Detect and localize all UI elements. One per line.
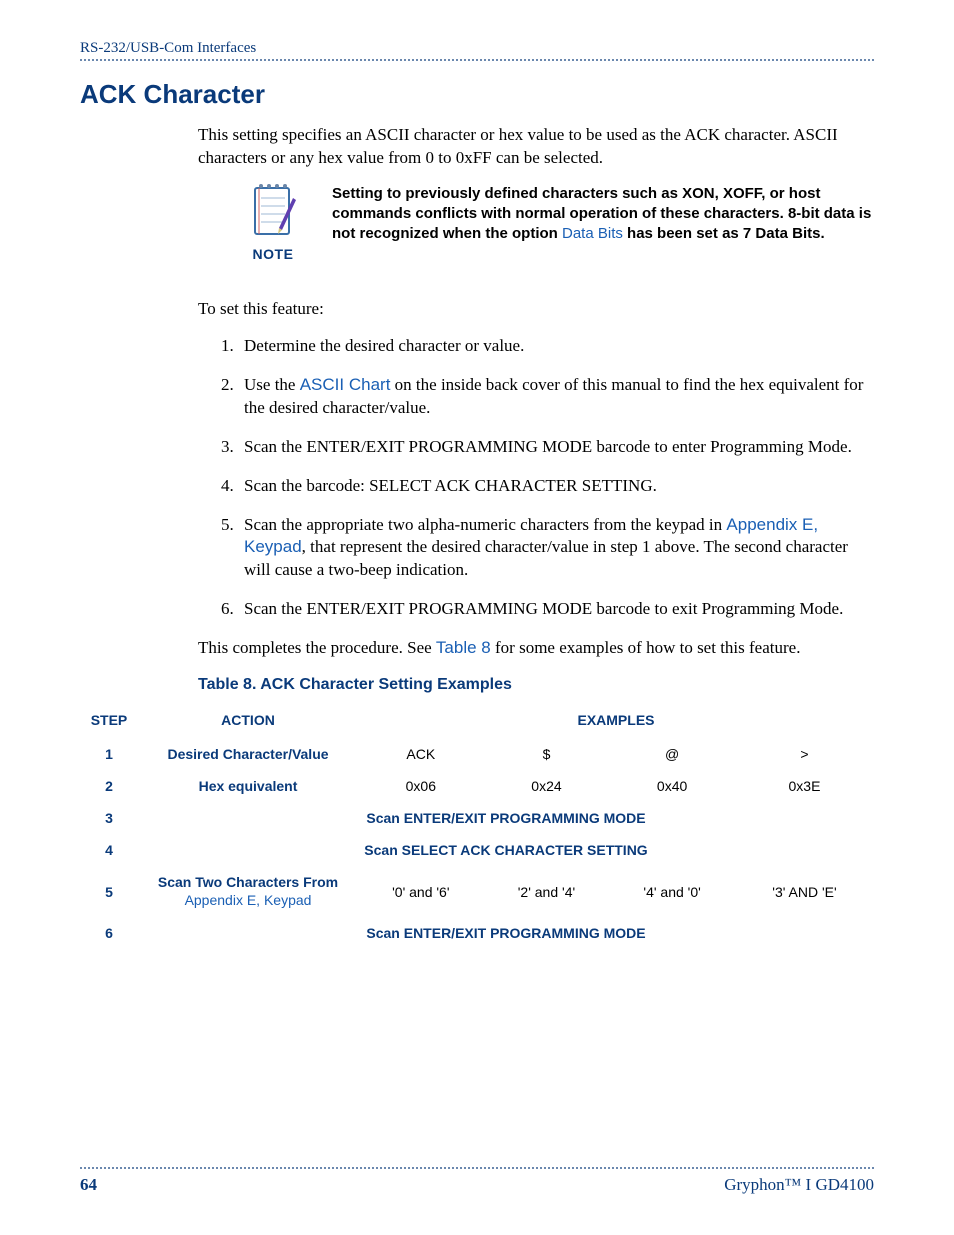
closing-a: This completes the procedure. See bbox=[198, 638, 436, 657]
running-header: RS-232/USB-Com Interfaces bbox=[80, 40, 874, 57]
lead-paragraph: To set this feature: bbox=[198, 298, 874, 321]
cell-step: 5 bbox=[80, 866, 138, 917]
closing-b: for some examples of how to set this fea… bbox=[491, 638, 801, 657]
table-head-row: STEP ACTION EXAMPLES bbox=[80, 706, 874, 738]
appendix-e-link-2[interactable]: Appendix E, Keypad bbox=[185, 892, 312, 908]
footer-row: 64 Gryphon™ I GD4100 bbox=[80, 1175, 874, 1195]
cell-step: 3 bbox=[80, 802, 138, 834]
table-row: 6 Scan ENTER/EXIT PROGRAMMING MODE bbox=[80, 917, 874, 949]
footer-rule bbox=[80, 1167, 874, 1169]
header-rule bbox=[80, 59, 874, 61]
cell-step: 4 bbox=[80, 834, 138, 866]
cell-span: Scan ENTER/EXIT PROGRAMMING MODE bbox=[138, 802, 874, 834]
product-name: Gryphon™ I GD4100 bbox=[724, 1175, 874, 1195]
table-caption: Table 8. ACK Character Setting Examples bbox=[198, 676, 874, 694]
footer: 64 Gryphon™ I GD4100 bbox=[80, 1167, 874, 1195]
step-5: Scan the appropriate two alpha-numeric c… bbox=[238, 514, 874, 583]
page-number: 64 bbox=[80, 1175, 97, 1195]
step-6: Scan the ENTER/EXIT PROGRAMMING MODE bar… bbox=[238, 598, 874, 621]
note-label: NOTE bbox=[253, 246, 294, 262]
note-text-after: has been set as 7 Data Bits. bbox=[623, 225, 825, 242]
cell-span: Scan SELECT ACK CHARACTER SETTING bbox=[138, 834, 874, 866]
note-icon-column: NOTE bbox=[238, 184, 308, 262]
cell-action: Scan Two Characters From Appendix E, Key… bbox=[138, 866, 358, 917]
table-row: 5 Scan Two Characters From Appendix E, K… bbox=[80, 866, 874, 917]
r5-action-a: Scan Two Characters From bbox=[158, 874, 338, 890]
cell-action: Hex equivalent bbox=[138, 770, 358, 802]
notepad-icon bbox=[249, 184, 297, 240]
cell: '3' AND 'E' bbox=[735, 866, 874, 917]
cell: 0x06 bbox=[358, 770, 484, 802]
cell: $ bbox=[484, 738, 610, 770]
th-action: ACTION bbox=[138, 706, 358, 738]
step-1: Determine the desired character or value… bbox=[238, 335, 874, 358]
table-row: 4 Scan SELECT ACK CHARACTER SETTING bbox=[80, 834, 874, 866]
note-block: NOTE Setting to previously defined chara… bbox=[238, 184, 874, 262]
cell-span: Scan ENTER/EXIT PROGRAMMING MODE bbox=[138, 917, 874, 949]
section-title: ACK Character bbox=[80, 79, 874, 110]
table-row: 3 Scan ENTER/EXIT PROGRAMMING MODE bbox=[80, 802, 874, 834]
cell: 0x3E bbox=[735, 770, 874, 802]
note-text: Setting to previously defined characters… bbox=[332, 184, 874, 245]
step-5b: , that represent the desired character/v… bbox=[244, 537, 848, 579]
steps-list: Determine the desired character or value… bbox=[238, 335, 874, 621]
table-8-link[interactable]: Table 8 bbox=[436, 638, 491, 657]
step-2: Use the ASCII Chart on the inside back c… bbox=[238, 374, 874, 420]
cell-step: 1 bbox=[80, 738, 138, 770]
intro-paragraph: This setting specifies an ASCII characte… bbox=[198, 124, 874, 170]
cell: 0x24 bbox=[484, 770, 610, 802]
th-step: STEP bbox=[80, 706, 138, 738]
cell: '0' and '6' bbox=[358, 866, 484, 917]
th-examples: EXAMPLES bbox=[358, 706, 874, 738]
examples-table: STEP ACTION EXAMPLES 1 Desired Character… bbox=[80, 706, 874, 949]
cell: 0x40 bbox=[609, 770, 735, 802]
step-2a: Use the bbox=[244, 375, 300, 394]
step-5a: Scan the appropriate two alpha-numeric c… bbox=[244, 515, 726, 534]
step-4: Scan the barcode: SELECT ACK CHARACTER S… bbox=[238, 475, 874, 498]
data-bits-link[interactable]: Data Bits bbox=[562, 225, 623, 242]
body: This setting specifies an ASCII characte… bbox=[198, 124, 874, 694]
cell: > bbox=[735, 738, 874, 770]
table-row: 1 Desired Character/Value ACK $ @ > bbox=[80, 738, 874, 770]
page: RS-232/USB-Com Interfaces ACK Character … bbox=[0, 0, 954, 1235]
cell: @ bbox=[609, 738, 735, 770]
cell: '2' and '4' bbox=[484, 866, 610, 917]
closing-paragraph: This completes the procedure. See Table … bbox=[198, 637, 874, 660]
table-row: 2 Hex equivalent 0x06 0x24 0x40 0x3E bbox=[80, 770, 874, 802]
cell: ACK bbox=[358, 738, 484, 770]
cell: '4' and '0' bbox=[609, 866, 735, 917]
cell-step: 6 bbox=[80, 917, 138, 949]
ascii-chart-link[interactable]: ASCII Chart bbox=[300, 375, 391, 394]
step-3: Scan the ENTER/EXIT PROGRAMMING MODE bar… bbox=[238, 436, 874, 459]
cell-step: 2 bbox=[80, 770, 138, 802]
cell-action: Desired Character/Value bbox=[138, 738, 358, 770]
